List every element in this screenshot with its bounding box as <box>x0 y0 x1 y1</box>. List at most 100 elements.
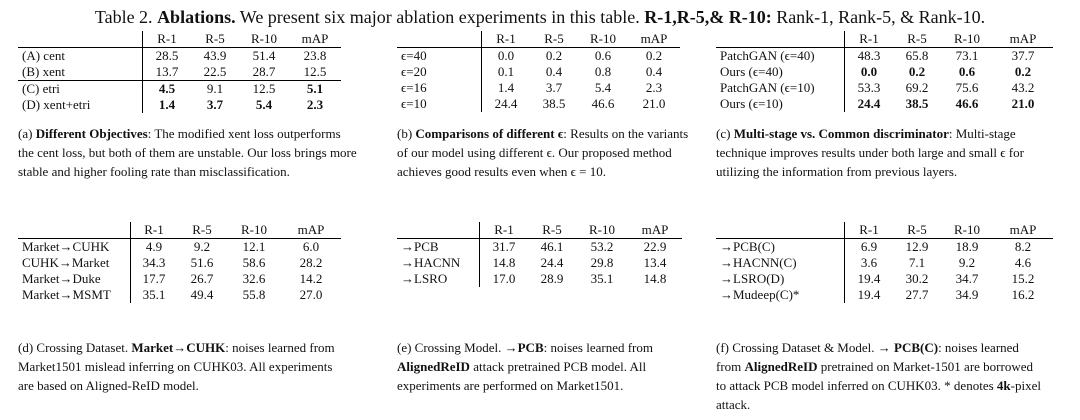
caption-prefix: (e) Crossing Model. → <box>397 340 518 355</box>
col-header: R-5 <box>191 31 239 48</box>
table-row: →PCB 31.7 46.1 53.2 22.9 <box>397 238 682 255</box>
cell: 8.2 <box>1014 239 1032 254</box>
cell: 5.1 <box>289 80 341 97</box>
caption-a: (a) Different Objectives: The modified x… <box>18 124 358 181</box>
cell: 12.9 <box>905 239 929 254</box>
row-label: CUHK→Market <box>18 255 131 271</box>
row-label: ϵ=20 <box>397 64 482 80</box>
row-label: →HACNN(C) <box>716 255 845 271</box>
table-row: CUHK→Market 34.3 51.6 58.6 28.2 <box>18 255 341 271</box>
row-label: →PCB(C) <box>716 238 845 255</box>
col-header: R-1 <box>130 222 177 239</box>
caption-e: (e) Crossing Model. →PCB: noises learned… <box>397 338 687 395</box>
caption-bold: AlignedReID <box>397 359 470 374</box>
cell: 2.3 <box>645 80 663 95</box>
cell: 34.7 <box>955 271 979 286</box>
caption-text: attack pretrained PCB model. All experim… <box>397 359 647 393</box>
cell: 6.9 <box>860 239 878 254</box>
caption-text: pretrained on Market-1501 are borrowed t… <box>716 359 1033 393</box>
table-row: →LSRO(D) 19.4 30.2 34.7 15.2 <box>716 271 1053 287</box>
cell: 46.1 <box>540 239 564 254</box>
table-row: Ours (ϵ=40) 0.0 0.2 0.6 0.2 <box>716 64 1053 80</box>
cell: 12.1 <box>242 239 266 254</box>
cell: 34.9 <box>955 287 979 302</box>
panel-f: R-1 R-5 R-10 mAP →PCB(C) 6.9 12.9 18.9 8… <box>716 222 1053 303</box>
caption-bold: AlignedReID <box>744 359 818 374</box>
corner-cell <box>397 31 482 48</box>
cell: 15.2 <box>1011 271 1035 286</box>
cell: 19.4 <box>857 287 881 302</box>
cell: 14.8 <box>643 271 667 286</box>
caption-prefix: (c) <box>716 126 734 141</box>
col-header: mAP <box>628 31 680 48</box>
col-header: R-1 <box>142 31 191 48</box>
cell: 9.2 <box>958 255 976 270</box>
title-prefix: Table 2. <box>94 7 158 27</box>
title-label: Ablations. <box>157 7 236 27</box>
caption-b: (b) Comparisons of different ϵ: Results … <box>397 124 697 181</box>
row-label: →PCB <box>397 238 480 255</box>
cell: 35.1 <box>142 287 166 302</box>
table-e: R-1 R-5 R-10 mAP →PCB 31.7 46.1 53.2 22.… <box>397 222 682 287</box>
panel-e: R-1 R-5 R-10 mAP →PCB 31.7 46.1 53.2 22.… <box>397 222 682 287</box>
table-row: ϵ=20 0.1 0.4 0.8 0.4 <box>397 64 680 80</box>
cell: 43.2 <box>1011 80 1035 95</box>
cell: 16.2 <box>1011 287 1035 302</box>
col-header: R-1 <box>844 31 893 48</box>
table-row: ϵ=10 24.4 38.5 46.6 21.0 <box>397 96 680 112</box>
caption-prefix: (d) Crossing Dataset. <box>18 340 132 355</box>
panel-c: R-1 R-5 R-10 mAP PatchGAN (ϵ=40) 48.3 65… <box>716 31 1053 112</box>
cell: 13.7 <box>155 64 179 79</box>
cell: 69.2 <box>905 80 929 95</box>
cell: 13.4 <box>643 255 667 270</box>
caption-bold: PCB(C) <box>894 340 939 355</box>
cell: 53.2 <box>590 239 614 254</box>
corner-cell <box>18 222 131 239</box>
cell: 46.6 <box>591 96 615 111</box>
cell: 0.2 <box>908 64 926 79</box>
cell: 34.3 <box>142 255 166 270</box>
col-header: R-1 <box>479 222 528 239</box>
row-label: ϵ=40 <box>397 47 482 64</box>
cell: 65.8 <box>905 48 929 63</box>
table-title: Table 2. Ablations. We present six major… <box>0 6 1080 28</box>
cell: 53.3 <box>857 80 881 95</box>
cell: 35.1 <box>590 271 614 286</box>
cell: 7.1 <box>908 255 926 270</box>
caption-bold: Multi-stage vs. Common discriminator <box>733 126 949 141</box>
row-label: →HACNN <box>397 255 480 271</box>
cell: 12.5 <box>239 80 289 97</box>
col-header: R-10 <box>227 222 281 239</box>
cell: 38.5 <box>542 96 566 111</box>
col-header: R-10 <box>941 222 993 239</box>
cell: 28.7 <box>252 64 276 79</box>
cell: 0.6 <box>594 48 612 63</box>
cell: 0.0 <box>860 64 878 79</box>
col-header: R-5 <box>893 31 941 48</box>
row-label: (D) xent+etri <box>18 97 143 113</box>
col-header: mAP <box>628 222 682 239</box>
col-header: R-5 <box>177 222 227 239</box>
cell: 27.7 <box>905 287 929 302</box>
cell: 30.2 <box>905 271 929 286</box>
cell: 17.7 <box>142 271 166 286</box>
cell: 28.2 <box>299 255 323 270</box>
cell: 37.7 <box>1011 48 1035 63</box>
panel-d: R-1 R-5 R-10 mAP Market→CUHK 4.9 9.2 12.… <box>18 222 341 303</box>
col-header: R-5 <box>530 31 578 48</box>
cell: 0.2 <box>645 48 663 63</box>
cell: 0.6 <box>958 64 976 79</box>
cell: 48.3 <box>857 48 881 63</box>
panel-a: R-1 R-5 R-10 mAP (A) cent 28.5 43.9 51.4… <box>18 31 341 113</box>
cell: 3.7 <box>545 80 563 95</box>
caption-prefix: (f) Crossing Dataset & Model. → <box>716 340 895 355</box>
row-label: Market→CUHK <box>18 238 131 255</box>
cell: 24.4 <box>494 96 518 111</box>
caption-text: : noises learned from Market1501 mislead… <box>18 340 335 393</box>
table-a: R-1 R-5 R-10 mAP (A) cent 28.5 43.9 51.4… <box>18 31 341 113</box>
cell: 0.4 <box>645 64 663 79</box>
caption-bold: Market→CUHK <box>131 340 226 355</box>
cell: 0.2 <box>1014 64 1032 79</box>
corner-cell <box>716 31 845 48</box>
cell: 58.6 <box>242 255 266 270</box>
